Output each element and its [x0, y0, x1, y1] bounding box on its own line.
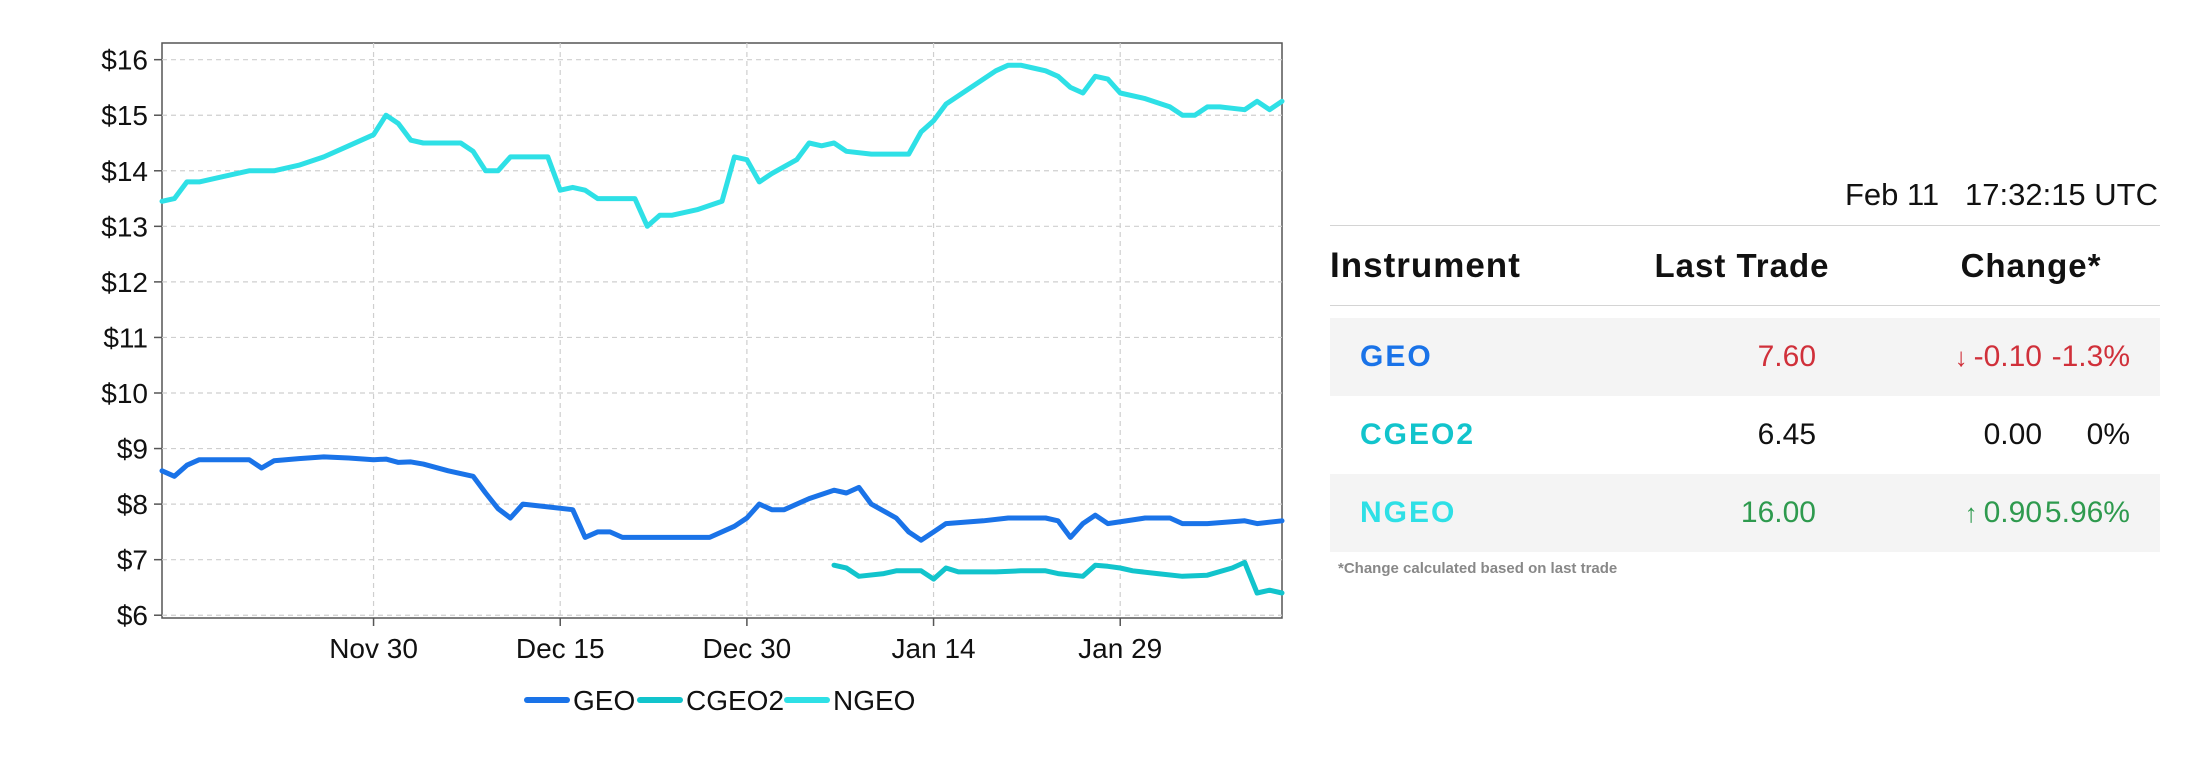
table-row-cgeo2[interactable]: CGEO2 6.45 0.00 0% — [1330, 396, 2160, 474]
y-tick-label: $16 — [101, 45, 148, 76]
y-tick-label: $8 — [117, 489, 148, 520]
x-tick-label: Dec 30 — [703, 633, 792, 664]
change-value-ngeo: 0.90 — [1983, 496, 2042, 529]
symbol-geo[interactable]: GEO — [1360, 340, 1433, 373]
series-line-ngeo — [159, 62, 1285, 229]
quote-timestamp: Feb 11 17:32:15 UTC — [1330, 175, 2160, 225]
percent-ngeo: 5.96% — [2044, 496, 2130, 529]
table-header: Instrument Last Trade Change* — [1330, 226, 2160, 305]
legend-label-cgeo2: CGEO2 — [686, 685, 784, 716]
divider — [1330, 225, 2160, 226]
y-tick-label: $13 — [101, 211, 148, 242]
last-trade-geo: 7.60 — [1757, 340, 1816, 373]
y-axis: $6 $7 $8 $9 $10 $11 $12 $13 $14 $15 $16 — [101, 45, 162, 631]
header-last-trade: Last Trade — [1654, 246, 1830, 284]
y-tick-label: $14 — [101, 156, 148, 187]
footnote: *Change calculated based on last trade — [1338, 560, 1618, 577]
header-change: Change* — [1960, 246, 2102, 284]
y-tick-label: $9 — [117, 434, 148, 465]
price-chart: $6 $7 $8 $9 $10 $11 $12 $13 $14 $15 $16 Nov 30 Dec … — [101, 42, 1285, 716]
down-arrow-icon: ↓ — [1954, 342, 1968, 372]
y-tick-label: $11 — [103, 322, 148, 353]
up-arrow-icon: ↑ — [1964, 498, 1978, 528]
y-tick-label: $15 — [101, 100, 148, 131]
legend-label-ngeo: NGEO — [833, 685, 915, 716]
grid-lines — [162, 43, 1282, 618]
symbol-cgeo2[interactable]: CGEO2 — [1360, 418, 1476, 451]
y-tick-label: $10 — [101, 378, 148, 409]
series-line-geo — [159, 454, 1285, 543]
y-tick-label: $7 — [117, 545, 148, 576]
quote-time: 17:32:15 UTC — [1965, 177, 2158, 212]
table-row-geo[interactable]: GEO 7.60 ↓ -0.10 -1.3% — [1330, 318, 2160, 396]
x-axis: Nov 30 Dec 15 Dec 30 Jan 14 Jan 29 — [329, 618, 1162, 664]
x-tick-label: Dec 15 — [516, 633, 605, 664]
percent-cgeo2: 0% — [2086, 418, 2130, 451]
header-instrument: Instrument — [1330, 245, 1521, 285]
x-tick-label: Nov 30 — [329, 633, 418, 664]
x-tick-label: Jan 29 — [1078, 633, 1162, 664]
last-trade-ngeo: 16.00 — [1740, 496, 1816, 529]
series-lines — [159, 62, 1285, 596]
change-ngeo: ↑ 0.90 — [1862, 496, 2042, 530]
chart-legend: GEO CGEO2 NGEO — [524, 685, 915, 716]
change-value-cgeo2: 0.00 — [1983, 418, 2042, 451]
last-trade-cgeo2: 6.45 — [1757, 418, 1816, 451]
symbol-ngeo[interactable]: NGEO — [1360, 496, 1457, 529]
table-row-ngeo[interactable]: NGEO 16.00 ↑ 0.90 5.96% — [1330, 474, 2160, 552]
legend-label-geo: GEO — [573, 685, 635, 716]
change-geo: ↓ -0.10 — [1862, 340, 2042, 374]
plot-area — [161, 42, 1283, 619]
quote-panel: Feb 11 17:32:15 UTC Instrument Last Trad… — [1330, 175, 2160, 577]
quote-date: Feb 11 — [1844, 177, 1940, 212]
x-tick-label: Jan 14 — [892, 633, 976, 664]
divider — [1330, 305, 2160, 306]
percent-geo: -1.3% — [2051, 340, 2130, 373]
change-value-geo: -0.10 — [1973, 340, 2042, 373]
y-tick-label: $12 — [101, 267, 148, 298]
y-tick-label: $6 — [117, 600, 148, 631]
series-line-cgeo2 — [831, 559, 1285, 596]
change-cgeo2: 0.00 — [1862, 418, 2042, 452]
